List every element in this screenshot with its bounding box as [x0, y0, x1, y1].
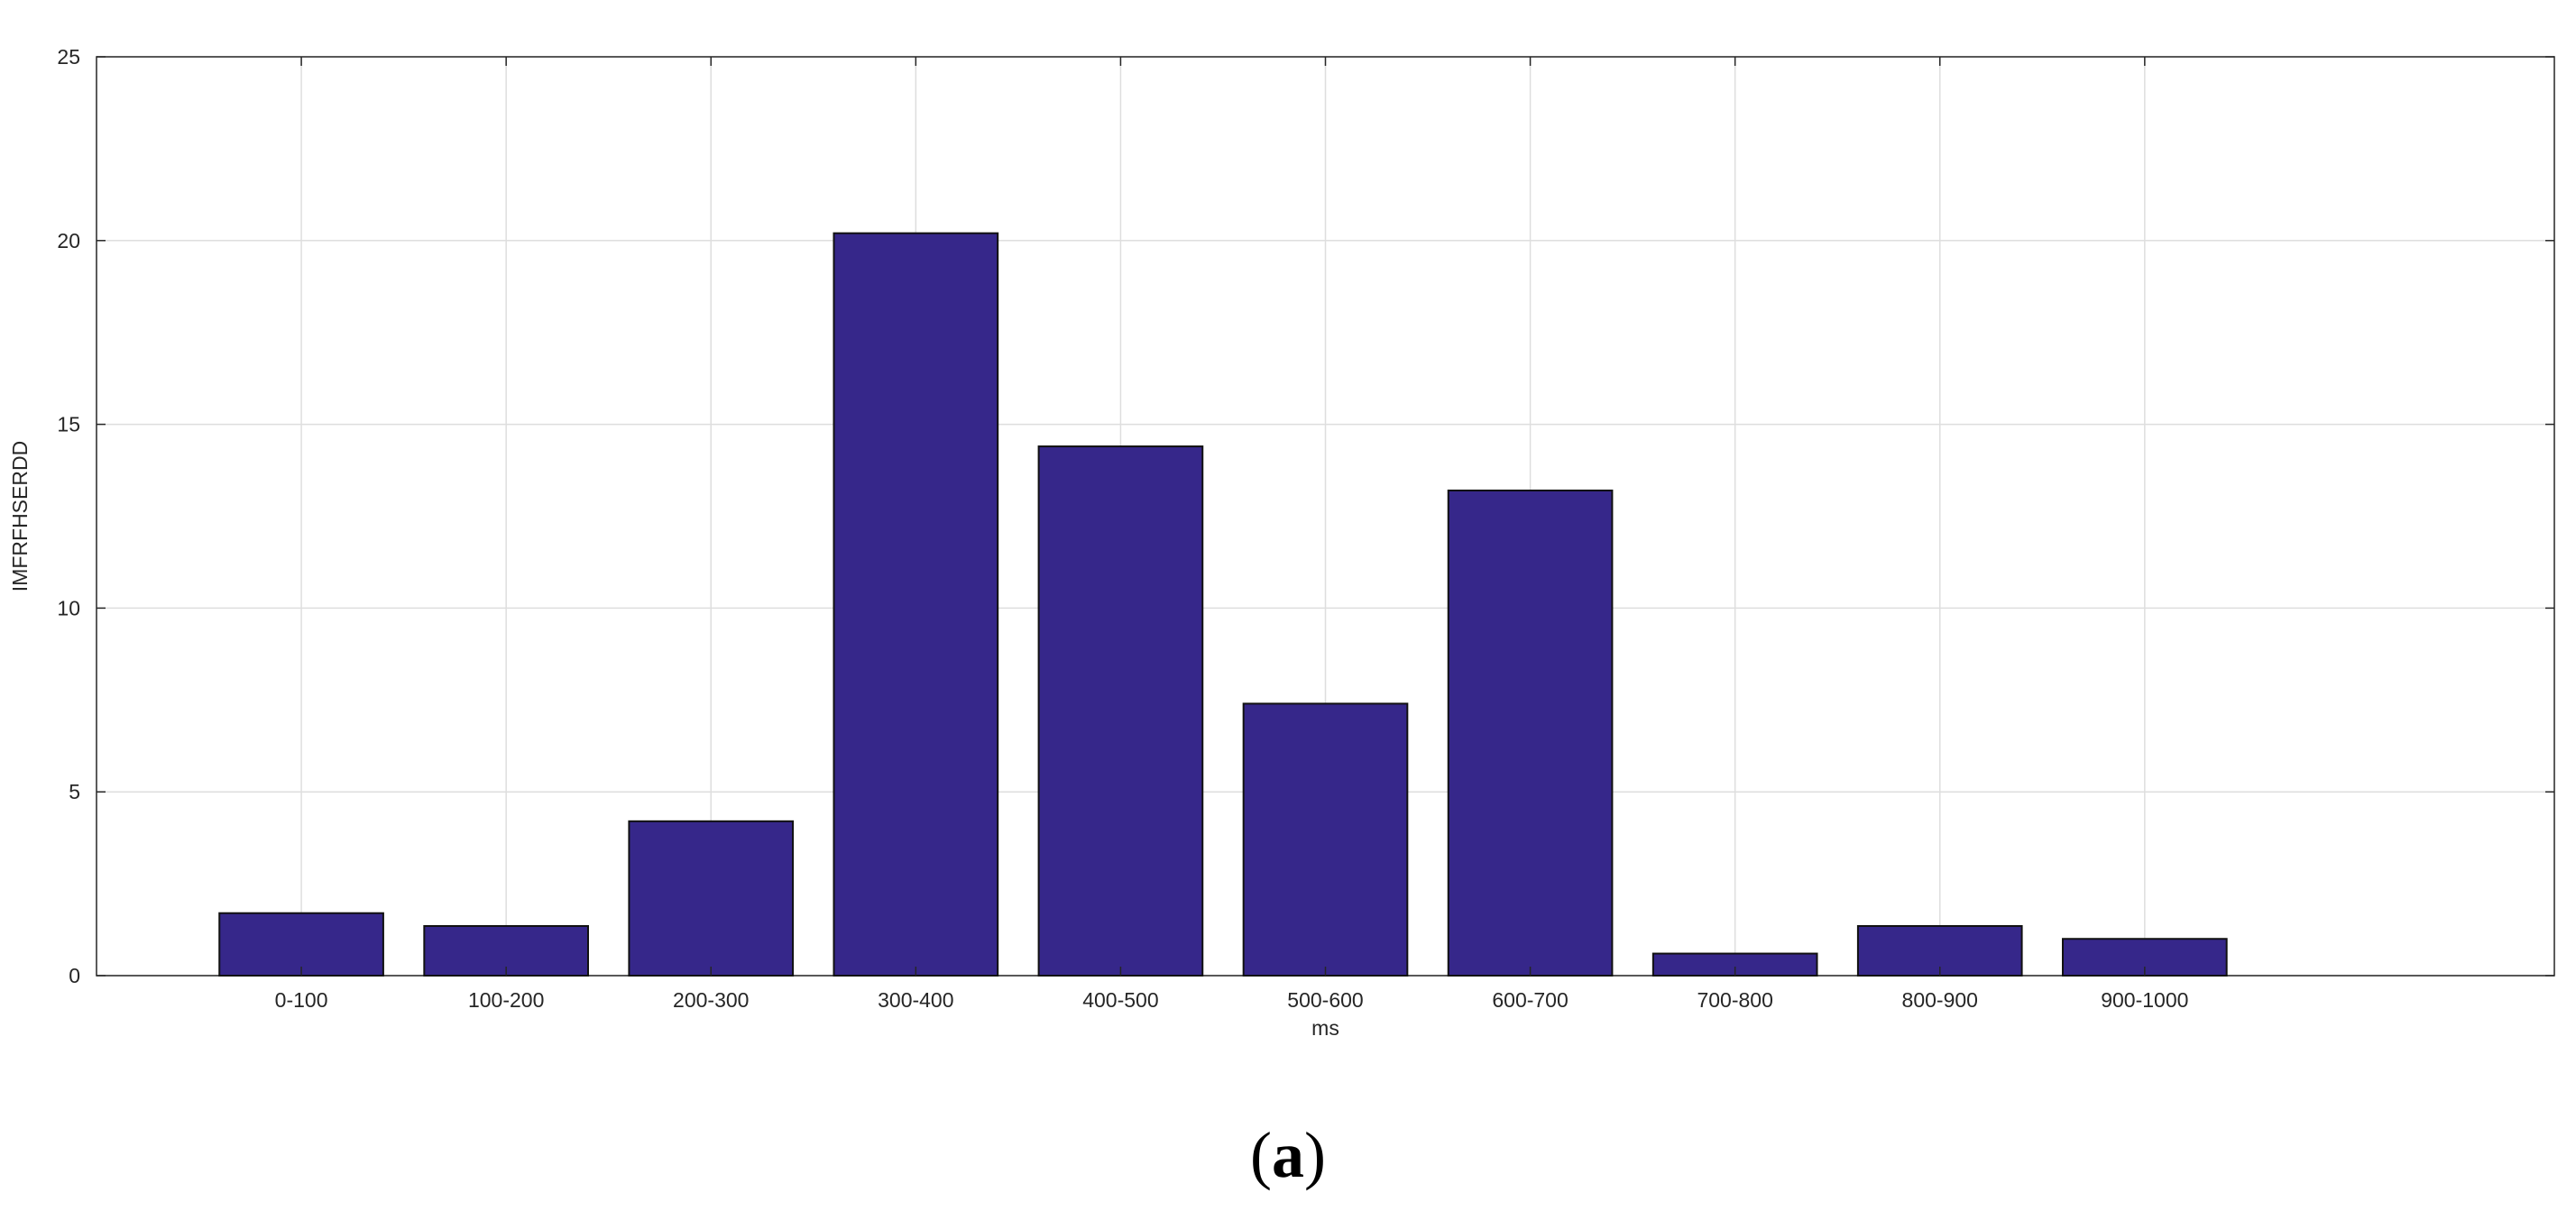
x-tick-label: 100-200 — [468, 988, 544, 1012]
bar-0-100 — [218, 912, 384, 977]
panel-label-close: ) — [1304, 1119, 1326, 1191]
y-axis-label: IMFRFHSERDD — [8, 441, 32, 592]
bar-500-600 — [1242, 702, 1409, 977]
bar-200-300 — [628, 820, 795, 977]
bar-400-500 — [1037, 445, 1204, 977]
x-tick-label: 300-400 — [878, 988, 953, 1012]
x-axis-label: ms — [1311, 1016, 1339, 1040]
bar-300-400 — [833, 232, 999, 977]
bars — [218, 232, 2228, 977]
bar-600-700 — [1447, 489, 1614, 977]
y-tick-label: 20 — [57, 229, 80, 252]
x-axis-ticks: 0-100 100-200 200-300 300-400 400-500 500-600… — [275, 57, 2188, 1012]
y-tick-label: 10 — [57, 596, 80, 619]
x-tick-label: 900-1000 — [2101, 988, 2188, 1012]
x-tick-label: 200-300 — [673, 988, 749, 1012]
panel-label-letter: a — [1272, 1119, 1304, 1191]
x-tick-label: 600-700 — [1492, 988, 1568, 1012]
y-tick-label: 15 — [57, 413, 80, 436]
x-tick-label: 0-100 — [275, 988, 328, 1012]
y-tick-label: 25 — [57, 45, 80, 69]
x-tick-label: 500-600 — [1287, 988, 1363, 1012]
panel-label: (a) — [1250, 1119, 1326, 1191]
x-tick-label: 400-500 — [1082, 988, 1158, 1012]
y-axis-ticks: 0 5 10 15 20 25 — [57, 45, 2554, 987]
panel-label-open: ( — [1250, 1119, 1272, 1191]
y-tick-label: 0 — [69, 964, 80, 987]
x-tick-label: 800-900 — [1902, 988, 1978, 1012]
x-tick-label: 700-800 — [1697, 988, 1772, 1012]
y-tick-label: 5 — [69, 780, 80, 803]
